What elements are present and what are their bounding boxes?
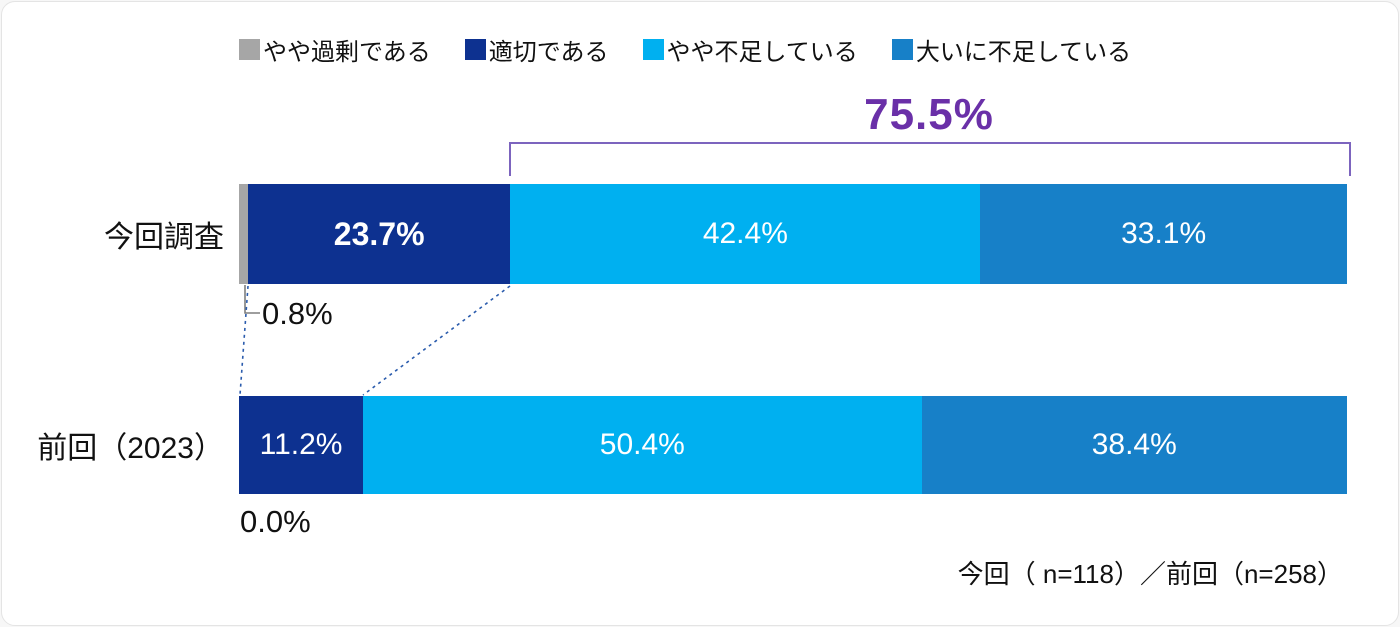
legend-label: 適切である (488, 39, 609, 66)
segment-slightly-excessive (239, 184, 248, 284)
total-insufficient-annotation: 75.5% (864, 90, 994, 139)
segment-greatly-insufficient: 33.1% (980, 184, 1347, 284)
legend-label: やや過剰である (263, 39, 431, 66)
legend-swatch-blue (891, 39, 913, 60)
row-label-current-survey: 今回調査 (104, 221, 224, 254)
dotted-connector-left (239, 285, 249, 396)
legend-item-appropriate: 適切である (464, 32, 609, 67)
sample-size-note: 今回（ n=118）／前回（n=258） (957, 559, 1343, 589)
stacked-bar-previous-survey: 11.2% 50.4% 38.4% (239, 396, 1347, 494)
value-label-slightly-excessive-current: 0.8% (262, 296, 333, 331)
segment-appropriate: 23.7% (247, 184, 511, 284)
legend-item-greatly-insufficient: 大いに不足している (891, 32, 1132, 67)
stacked-bar-current-survey: 23.7% 42.4% 33.1% (239, 184, 1347, 284)
leader-line-0-8-percent (244, 285, 260, 314)
legend-item-somewhat-insufficient: やや不足している (642, 32, 858, 67)
segment-somewhat-insufficient: 50.4% (363, 396, 922, 494)
legend-swatch-gray (239, 39, 260, 60)
value-label-slightly-excessive-previous: 0.0% (240, 504, 311, 539)
segment-somewhat-insufficient: 42.4% (510, 184, 981, 284)
annotation-bracket (509, 142, 1351, 176)
row-label-previous-survey: 前回（2023） (37, 432, 224, 465)
dotted-connector-right (362, 285, 511, 396)
legend: やや過剰である 適切である やや不足している 大いに不足している (239, 32, 1131, 67)
legend-label: やや不足している (666, 39, 858, 66)
legend-swatch-darkblue (464, 39, 486, 60)
segment-appropriate: 11.2% (239, 396, 364, 494)
legend-label: 大いに不足している (915, 39, 1132, 66)
legend-swatch-cyan (642, 39, 664, 60)
segment-greatly-insufficient: 38.4% (921, 396, 1347, 494)
legend-item-slightly-excessive: やや過剰である (239, 32, 431, 67)
